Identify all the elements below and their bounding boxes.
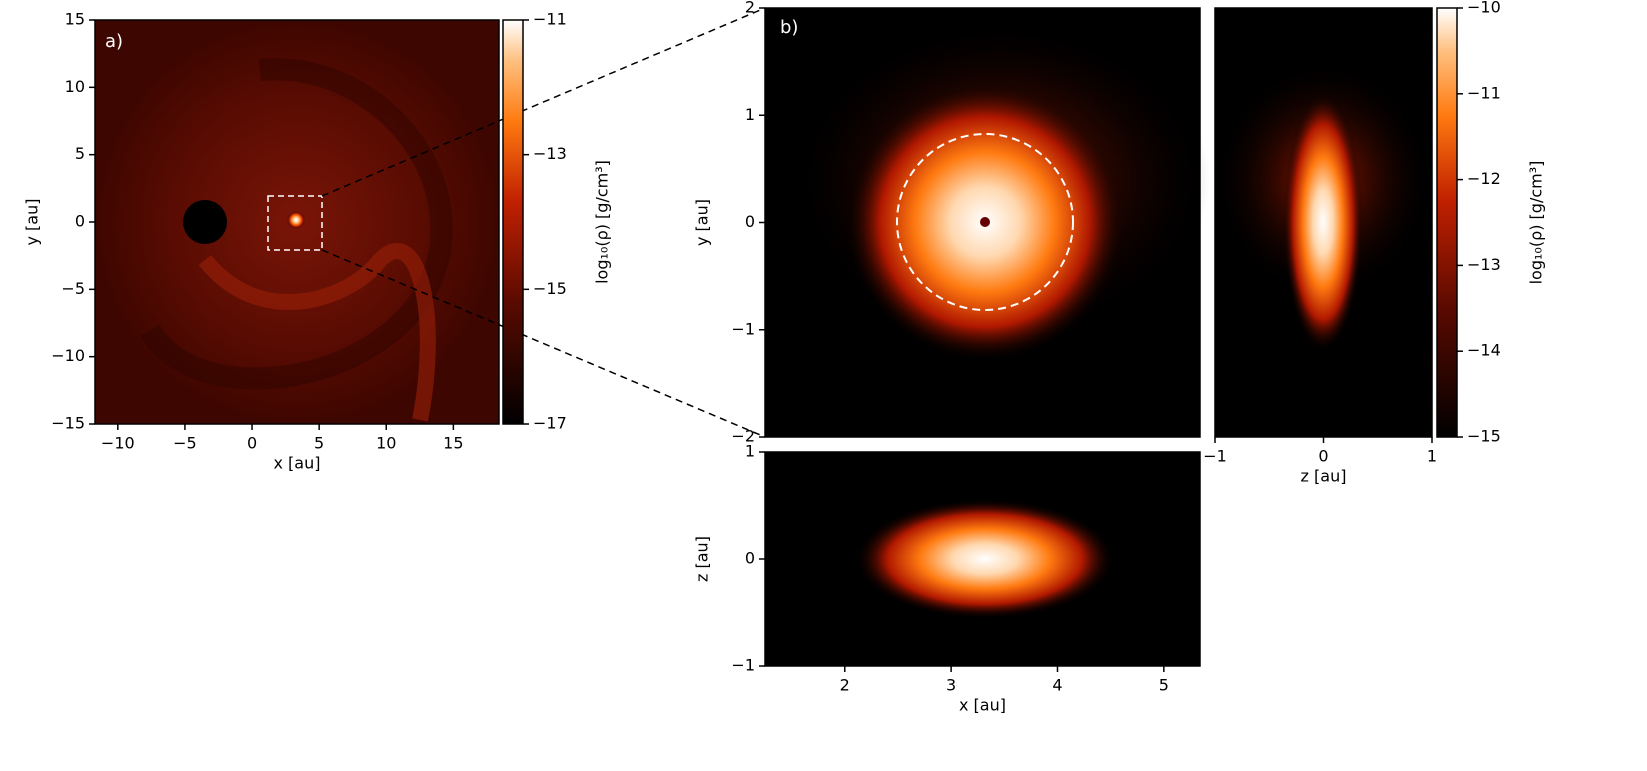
y-axis-label: y [au] (693, 199, 712, 246)
colorbar-tick-label: −15 (1467, 427, 1501, 446)
colorbar-tick-label: −17 (533, 414, 567, 433)
x-tick-label: 10 (376, 434, 396, 453)
x-tick-label: 5 (314, 434, 324, 453)
x-tick-label: 2 (840, 676, 850, 695)
spiral-arm (198, 243, 436, 422)
y-tick-label: −10 (51, 346, 85, 365)
colorbar (503, 20, 523, 424)
y-tick-label: 5 (75, 144, 85, 163)
y-tick-label: 1 (745, 442, 755, 461)
x-tick-label: 5 (1159, 676, 1169, 695)
colorbar-frame (502, 19, 524, 425)
x-tick-label: −10 (101, 434, 135, 453)
colorbar-label: log₁₀(ρ) [g/cm³] (1527, 161, 1546, 285)
panel-label: b) (780, 17, 798, 38)
y-tick-label: 0 (745, 212, 755, 231)
colorbar-tick-label: −11 (1467, 83, 1501, 102)
colorbar-tick-label: −12 (1467, 169, 1501, 188)
y-axis-label: y [au] (23, 199, 42, 246)
y-tick-label: −2 (731, 427, 755, 446)
disk-edge-on (855, 499, 1115, 619)
y-tick-label: 0 (75, 212, 85, 231)
colorbar (1437, 8, 1457, 437)
colorbar-tick-label: −13 (1467, 255, 1501, 274)
spiral-shadow (140, 58, 453, 390)
colorbar-tick-label: −15 (533, 279, 567, 298)
planet-core (980, 217, 990, 227)
colorbar-tick-label: −13 (533, 144, 567, 163)
disk-edge-on (1283, 92, 1363, 352)
y-tick-label: 10 (65, 77, 85, 96)
y-axis-label: z [au] (693, 536, 712, 582)
x-tick-label: 1 (1427, 447, 1437, 466)
planet (287, 211, 305, 229)
x-axis-label: x [au] (274, 454, 321, 473)
hill-sphere (896, 133, 1074, 311)
zoom-box (267, 195, 323, 251)
x-tick-label: 0 (1318, 447, 1328, 466)
y-tick-label: −15 (51, 414, 85, 433)
colorbar-frame (1436, 7, 1458, 438)
colorbar-label: log₁₀(ρ) [g/cm³] (593, 160, 612, 284)
x-axis-label: x [au] (959, 696, 1006, 715)
y-tick-label: −5 (61, 279, 85, 298)
y-tick-label: 15 (65, 10, 85, 29)
y-tick-label: 2 (745, 0, 755, 17)
colorbar-tick-label: −10 (1467, 0, 1501, 17)
x-tick-label: 0 (247, 434, 257, 453)
x-tick-label: 3 (946, 676, 956, 695)
x-tick-label: 4 (1052, 676, 1062, 695)
colorbar-tick-label: −14 (1467, 341, 1501, 360)
y-tick-label: 0 (745, 549, 755, 568)
zoom-line (321, 249, 766, 438)
x-tick-label: 15 (443, 434, 463, 453)
x-tick-label: −5 (173, 434, 197, 453)
panel-label: a) (105, 31, 123, 52)
star (183, 200, 227, 244)
y-tick-label: −1 (731, 656, 755, 675)
colorbar-tick-label: −11 (533, 10, 567, 29)
zoom-line (321, 7, 766, 197)
x-tick-label: −1 (1203, 447, 1227, 466)
x-axis-label: z [au] (1301, 467, 1347, 486)
y-tick-label: −1 (731, 319, 755, 338)
y-tick-label: 1 (745, 105, 755, 124)
